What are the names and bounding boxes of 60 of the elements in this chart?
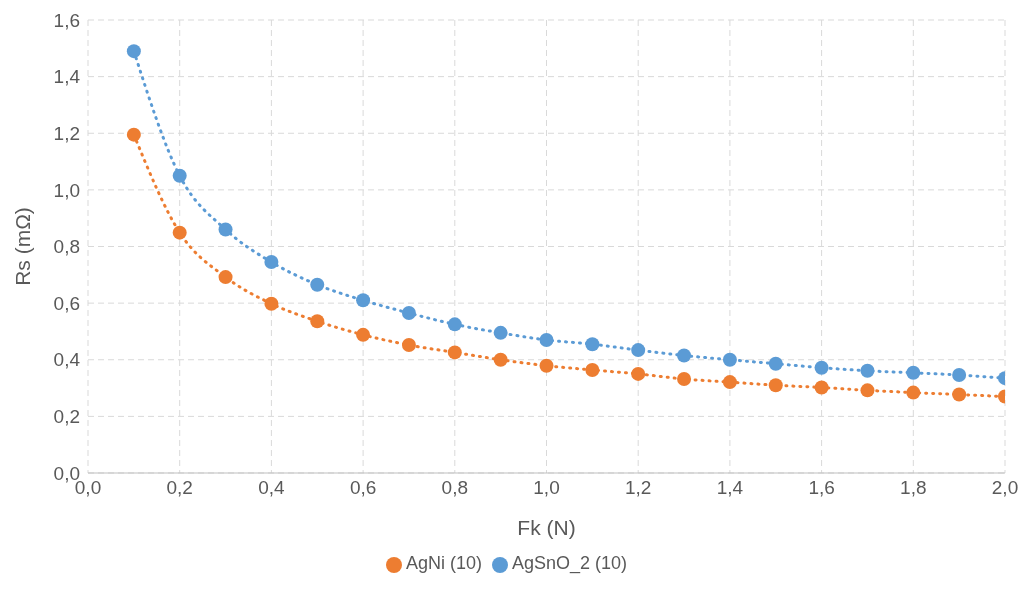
x-tick-label: 2,0 xyxy=(991,477,1019,499)
point xyxy=(218,222,233,237)
x-tick-label: 0,8 xyxy=(441,477,469,499)
legend-label: AgNi (10) xyxy=(405,553,482,573)
x-tick-label: 1,8 xyxy=(900,477,927,499)
point xyxy=(814,380,829,395)
point xyxy=(722,352,737,367)
point xyxy=(952,368,967,383)
point xyxy=(493,325,508,340)
point xyxy=(906,385,921,400)
x-axis-title: Fk (N) xyxy=(517,516,576,539)
point xyxy=(677,372,692,386)
y-tick-label: 0,8 xyxy=(53,236,80,258)
point xyxy=(906,365,921,380)
y-axis-title: Rs (mΩ) xyxy=(11,207,35,286)
point xyxy=(860,363,875,378)
point xyxy=(860,383,875,398)
y-tick-label: 1,0 xyxy=(53,179,80,201)
point xyxy=(172,225,187,240)
point xyxy=(310,314,325,329)
point xyxy=(126,127,141,142)
point xyxy=(264,296,279,311)
point xyxy=(493,352,508,367)
point xyxy=(356,327,371,342)
legend-label: AgSnO_2 (10) xyxy=(511,553,628,573)
x-tick-label: 1,0 xyxy=(533,477,560,499)
point xyxy=(677,348,692,363)
point xyxy=(585,362,600,377)
y-tick-label: 0,6 xyxy=(53,292,80,314)
point xyxy=(768,378,783,393)
point xyxy=(447,345,462,360)
y-tick-label: 1,6 xyxy=(53,9,80,31)
x-tick-label: 0,6 xyxy=(349,477,377,499)
point xyxy=(401,306,416,321)
point xyxy=(722,375,737,390)
point xyxy=(814,360,829,375)
x-tick-label: 0,4 xyxy=(258,477,286,499)
point xyxy=(631,366,646,381)
point xyxy=(539,332,554,347)
point xyxy=(172,168,187,183)
x-tick-label: 1,2 xyxy=(624,477,652,499)
point xyxy=(952,387,967,402)
y-tick-label: 1,4 xyxy=(53,66,81,88)
point xyxy=(768,356,783,371)
y-tick-label: 0,2 xyxy=(53,406,80,428)
y-tick-label: 1,2 xyxy=(53,122,80,144)
point xyxy=(310,277,325,292)
x-tick-label: 1,6 xyxy=(808,477,835,499)
point xyxy=(585,337,600,352)
x-tick-label: 0,2 xyxy=(166,477,193,499)
y-tick-label: 0,4 xyxy=(53,349,81,371)
point xyxy=(264,255,279,270)
point xyxy=(401,338,416,353)
point xyxy=(447,317,462,332)
x-tick-label: 1,4 xyxy=(716,477,744,499)
point xyxy=(356,293,371,308)
point xyxy=(539,358,554,373)
point xyxy=(218,270,233,285)
point xyxy=(126,44,141,59)
point xyxy=(631,343,646,358)
